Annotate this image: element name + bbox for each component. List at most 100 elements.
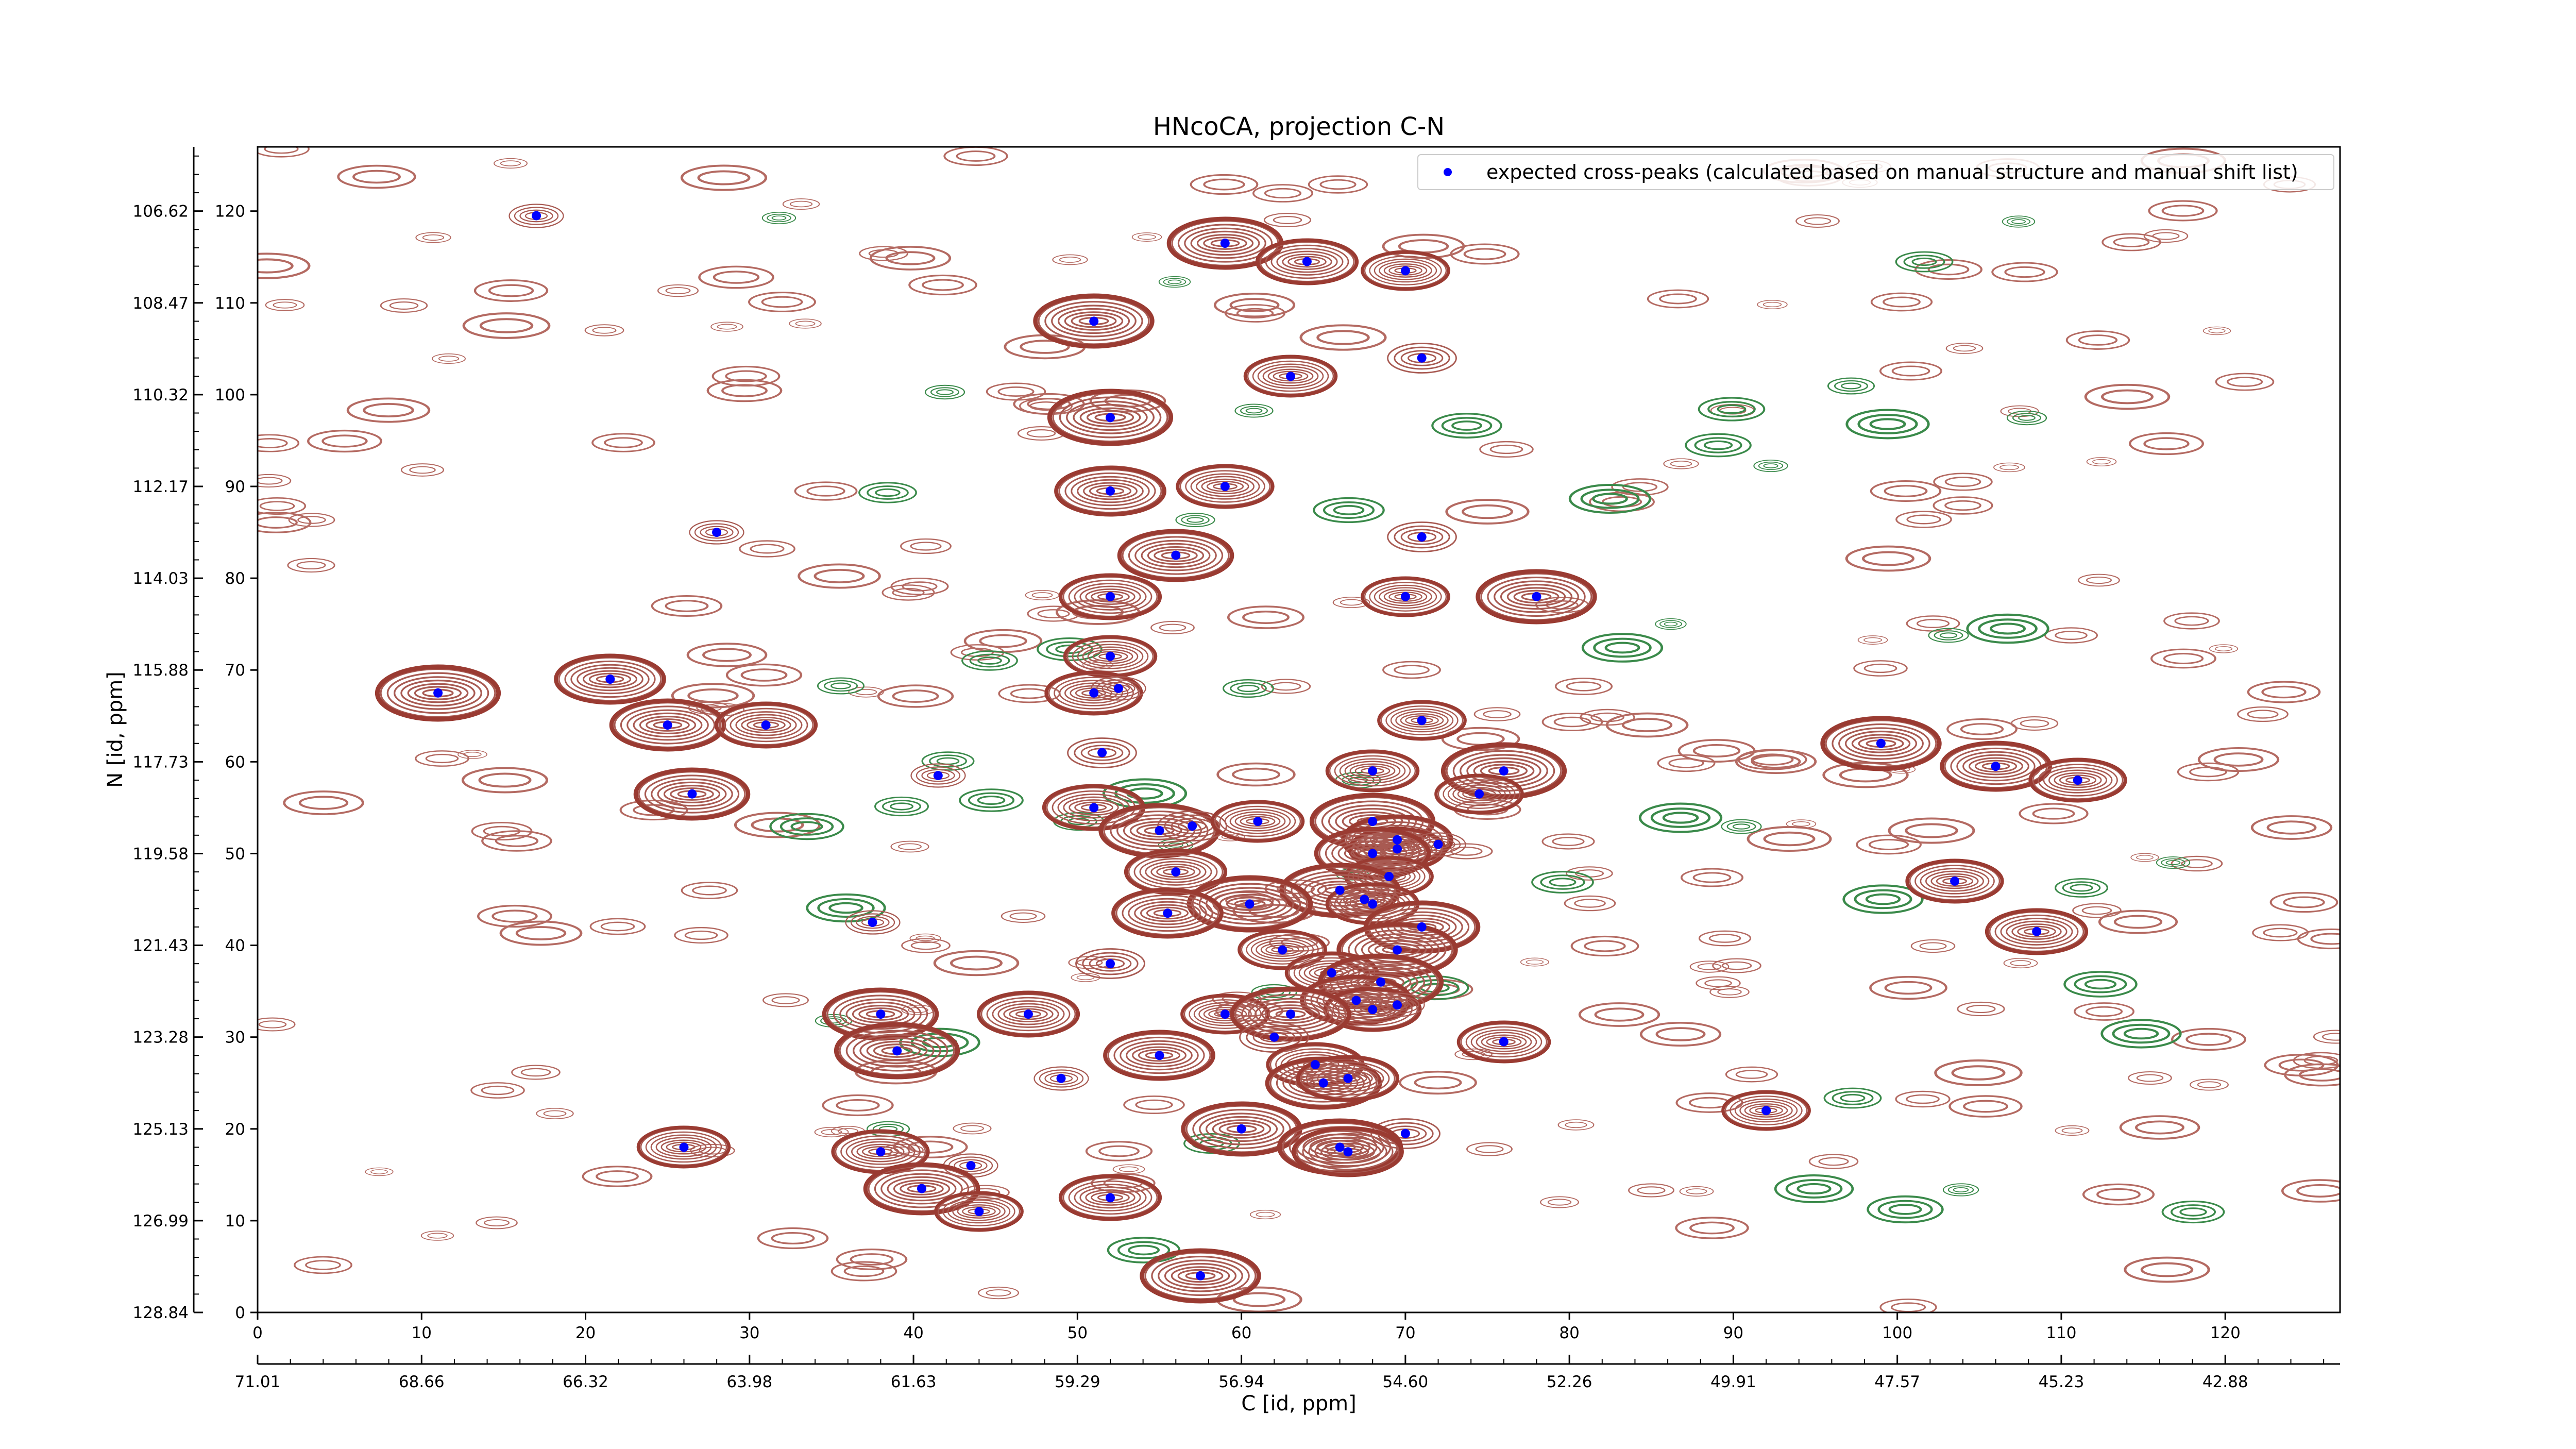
cross-peak-marker: [1056, 1073, 1066, 1083]
noise-contour: [415, 232, 451, 243]
noise-contour: [1228, 606, 1303, 628]
y-axis-ppm: 128.84 126.99 125.13 123.28 121.43 119.58 117.…: [133, 147, 203, 1322]
noise-contour: [583, 1167, 652, 1186]
noise-contour: [1225, 304, 1285, 323]
negative-contour: [1942, 1183, 1979, 1197]
noise-contour: [1263, 212, 1312, 228]
cross-peak-marker: [1286, 372, 1296, 381]
cross-peak-marker: [1106, 592, 1115, 601]
y-tick-label: 60: [225, 753, 245, 771]
negative-contour: [761, 211, 796, 225]
cross-peak-marker: [2032, 926, 2042, 936]
noise-contour: [284, 791, 363, 814]
cross-peak-marker: [1302, 257, 1312, 266]
noise-contour: [1607, 714, 1687, 737]
noise-contour: [475, 280, 547, 301]
x-ppm-tick-label: 42.88: [2202, 1373, 2248, 1391]
noise-contour: [1301, 325, 1385, 349]
noise-contour: [1451, 244, 1518, 264]
negative-contour: [1827, 377, 1875, 395]
noise-contour: [1933, 496, 1993, 515]
y-tick-label: 90: [225, 478, 245, 496]
negative-contour: [1698, 397, 1766, 422]
noise-contour: [1261, 679, 1311, 694]
x-ppm-tick-label: 66.32: [563, 1373, 608, 1391]
noise-contour: [1641, 1023, 1720, 1046]
noise-contour: [2252, 816, 2331, 839]
negative-contour: [1928, 628, 1969, 643]
noise-contour: [1879, 361, 1943, 381]
noise-contour: [1795, 214, 1840, 228]
cross-peak-marker: [2073, 776, 2082, 785]
expected-cross-peaks: [433, 211, 2082, 1280]
negative-contour: [1175, 512, 1215, 528]
noise-contour: [380, 298, 428, 313]
cross-peak-marker: [1278, 945, 1287, 955]
x-tick-label: 120: [2210, 1324, 2241, 1342]
noise-contour: [2128, 1071, 2172, 1085]
chart-title: HNcoCA, projection C-N: [1153, 112, 1445, 141]
negative-contour: [1314, 498, 1383, 523]
y-tick-label: 0: [235, 1304, 245, 1322]
negative-contour: [1753, 459, 1788, 473]
cross-peak-marker: [1417, 716, 1427, 726]
noise-contour: [2150, 648, 2216, 669]
legend: expected cross-peaks (calculated based o…: [1417, 154, 2334, 190]
x-ppm-tick-label: 49.91: [1710, 1373, 1756, 1391]
noise-contour: [493, 158, 528, 169]
plot-frame: [257, 146, 2341, 1313]
cross-peak-marker: [1106, 959, 1115, 969]
x-tick-label: 70: [1395, 1324, 1415, 1342]
cross-peak-marker: [966, 1161, 976, 1170]
noise-contour: [682, 165, 766, 190]
noise-contour: [674, 926, 728, 944]
cross-peak-marker: [1400, 266, 1410, 276]
noise-contour: [2237, 706, 2289, 722]
noise-contour: [727, 664, 801, 685]
noise-contour: [1466, 1142, 1513, 1156]
noise-contour: [2172, 1029, 2245, 1050]
noise-contour: [2099, 911, 2177, 933]
noise-contour: [935, 951, 1018, 975]
x-tick-label: 100: [1882, 1324, 1912, 1342]
negative-contour: [1432, 414, 1501, 437]
cross-peak-marker: [1360, 895, 1369, 904]
cross-peak-marker: [1220, 482, 1230, 491]
noise-contour: [1748, 827, 1831, 851]
noise-contour: [1052, 254, 1088, 265]
noise-contour: [1564, 895, 1616, 912]
noise-contour: [470, 1082, 525, 1099]
noise-contour: [1936, 1060, 2021, 1085]
cross-peak-marker: [1761, 1106, 1771, 1116]
cross-peak-marker: [1188, 821, 1197, 831]
legend-marker: [1444, 168, 1452, 176]
negative-contour: [1721, 819, 1762, 834]
noise-contour: [681, 881, 738, 900]
cross-peak-marker: [1417, 353, 1427, 363]
cross-peak-marker: [1950, 876, 1960, 886]
cross-peak-marker: [1475, 789, 1484, 799]
noise-contour: [1871, 481, 1940, 501]
noise-contour: [1663, 458, 1699, 469]
cross-peak-marker: [1089, 803, 1099, 813]
y-ppm-tick-label: 128.84: [133, 1304, 189, 1322]
noise-contour: [1846, 547, 1930, 571]
noise-contour: [986, 382, 1046, 401]
noise-contour: [1698, 930, 1752, 947]
noise-contour: [977, 1286, 1020, 1300]
y-tick-label: 50: [225, 845, 245, 863]
x-ppm-tick-label: 56.94: [1218, 1373, 1264, 1391]
x-ppm-tick-label: 68.66: [399, 1373, 445, 1391]
noise-contour: [1001, 909, 1046, 923]
noise-contour: [2252, 924, 2309, 941]
cross-peak-marker: [1991, 762, 2001, 771]
noise-contour: [1218, 764, 1295, 786]
negative-contour: [770, 814, 843, 839]
y-tick-label: 30: [225, 1029, 245, 1047]
cross-peak-marker: [1400, 592, 1410, 601]
noise-contour: [965, 630, 1041, 652]
negative-contour: [1234, 403, 1274, 418]
cross-peak-marker: [1417, 532, 1427, 542]
cross-peak-marker: [1163, 908, 1173, 918]
x-ppm-tick-label: 52.26: [1547, 1373, 1592, 1391]
